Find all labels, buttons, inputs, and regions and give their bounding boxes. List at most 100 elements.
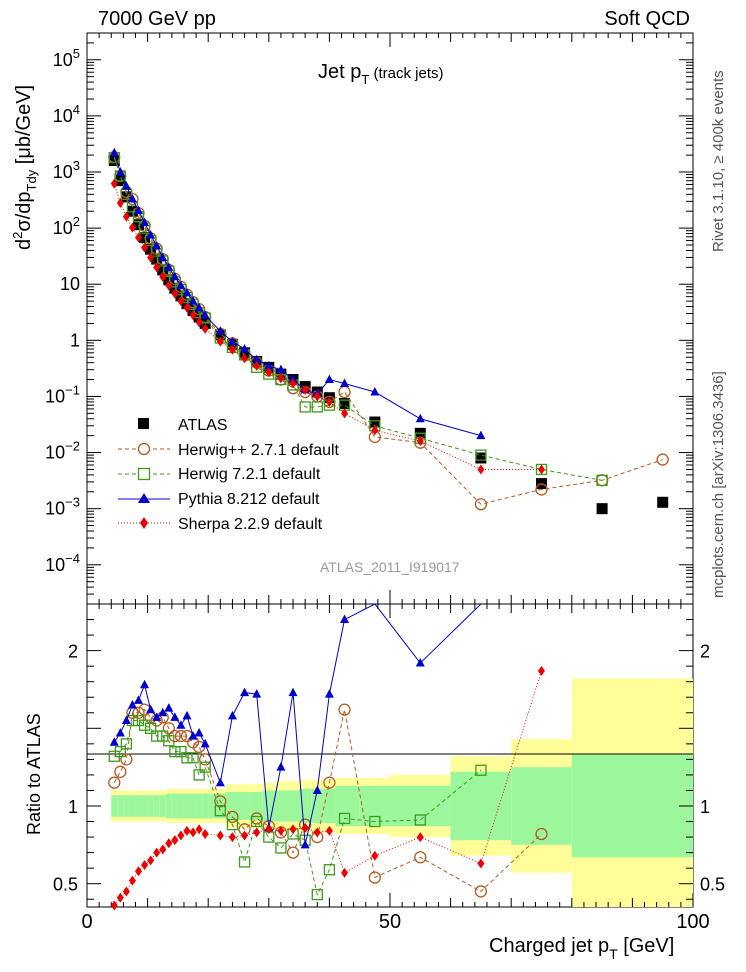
ratio-point-sherpa [301,822,309,833]
ratio-point-herwigpp [226,810,239,824]
data-point-pythia [194,302,204,312]
data-point-sherpa [289,378,297,389]
main-y-tick-label: 10 [60,274,80,294]
ratio-point-sherpa [277,825,285,836]
series-line-herwigpp [113,156,663,505]
data-point-atlas [596,503,608,515]
ratio-y-tick-label-right: 1 [700,797,710,817]
data-point-herwigpp [338,385,351,399]
mcplots-source-label: mcplots.cern.ch [arXiv:1306.3436] [710,371,727,598]
data-point-atlas [108,155,120,167]
band-inner-bin [226,792,239,820]
data-point-pythia [324,374,334,384]
main-axis-ticks: 10−4 10−3 10−2 10−1 1 10 102 103 104 105 [45,32,694,605]
band-inner-bin [123,795,130,817]
ratio-point-pythia [300,839,310,849]
ratio-point-herwig7 [369,815,381,828]
data-point-pythia [109,147,119,157]
ratio-point-herwig7 [226,818,239,831]
legend-label-sherpa: Sherpa 2.2.9 default [178,516,323,533]
band-inner-bin [177,793,184,819]
ratio-point-herwig7 [275,842,287,854]
data-point-sherpa [135,232,143,243]
ratio-point-pythia [276,762,286,771]
main-y-tick-label: 105 [53,46,80,70]
ratio-point-sherpa [265,824,273,835]
data-point-sherpa [177,296,185,307]
legend-entry-herwig7: Herwig 7.2.1 default [118,466,321,483]
ratio-point-pythia [240,687,250,697]
ratio-point-sherpa [195,824,203,835]
plot-title-suffix: (track jets) [369,65,443,82]
band-inner-bin [359,785,390,827]
band-inner-bin [135,795,142,817]
ratio-point-sherpa [177,830,185,841]
ratio-point-herwig7 [475,764,487,776]
data-point-pythia [215,326,225,335]
legend-marker-sherpa [140,517,148,529]
main-y-tick-label: 102 [53,214,80,238]
ylabel-unit: [μb/GeV] [13,85,35,170]
data-point-pythia [158,252,168,261]
ratio-axis-ticks: 0 50 100 0.5 0.5 1 1 2 2 [53,604,725,933]
legend-entry-atlas: ATLAS [138,417,228,434]
ratio-point-pythia [324,689,334,698]
data-point-atlas [339,397,351,409]
ratio-point-pythia [164,703,174,712]
ratio-point-pythia [200,738,210,748]
band-inner-bin [171,793,178,819]
ratio-point-pythia [152,712,162,721]
data-point-herwig7 [596,474,608,486]
data-point-pythia [415,413,425,423]
ratio-y-tick-label: 1 [68,797,78,817]
legend-label-herwigpp: Herwig++ 2.7.1 default [178,442,340,459]
data-point-sherpa [371,425,379,436]
data-point-pythia [140,217,150,227]
data-point-pythia [340,378,350,388]
data-point-atlas [214,329,226,341]
data-point-sherpa [153,262,161,273]
ratio-y-tick-label: 2 [68,642,78,662]
ylabel-sup: 2 [10,232,25,239]
data-point-sherpa [228,344,236,355]
ratio-point-sherpa [289,824,297,835]
data-point-pythia [182,287,192,297]
data-point-pythia [252,354,262,364]
ratio-point-sherpa [128,875,136,886]
data-point-atlas [475,452,487,464]
legend-marker-herwig7 [137,467,151,481]
data-point-sherpa [110,178,118,189]
ratio-point-pythia [121,715,131,725]
ratio-point-sherpa [416,832,424,843]
ratio-point-sherpa [371,850,379,861]
data-point-pythia [170,271,180,281]
ratio-point-herwig7 [414,814,426,826]
x-tick-label: 100 [676,911,709,933]
ratio-point-sherpa [477,858,485,869]
data-point-sherpa [141,242,149,253]
ratio-point-pythia [252,689,262,698]
main-y-tick-label: 1 [70,330,80,350]
data-point-sherpa [165,280,173,291]
data-point-sherpa [253,360,261,371]
band-inner-bin [153,795,160,817]
band-inner-bin [311,788,324,824]
main-y-tick-label: 10−4 [45,551,80,575]
ratio-point-pythia [182,710,192,720]
ratio-point-herwigpp [368,871,382,884]
data-point-pythia [240,344,250,353]
ratio-point-pythia [109,737,119,746]
ratio-point-herwig7 [169,745,181,758]
ratio-point-herwigpp [535,827,548,841]
data-point-pythia [227,336,237,346]
ratio-point-herwigpp [162,722,175,735]
ylabel-sub-t: T [24,183,39,191]
ratio-point-herwig7 [214,805,226,817]
ratio-point-herwigpp [474,885,488,898]
ratio-point-herwig7 [175,745,187,758]
ratio-point-sherpa [159,844,167,855]
ylabel-sigma: σ/dp [13,191,35,231]
ratio-point-pythia [127,700,137,709]
data-point-sherpa [241,353,249,364]
